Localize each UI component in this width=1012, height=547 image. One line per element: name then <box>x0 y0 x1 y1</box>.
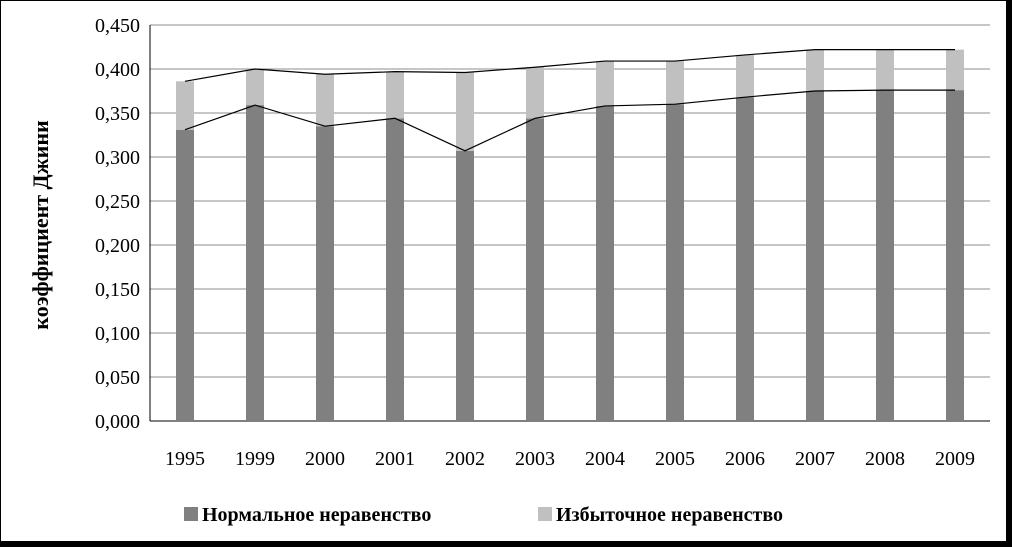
bar-normal <box>316 126 334 421</box>
bar-excess <box>246 69 264 106</box>
y-tick-label: 0,350 <box>95 103 140 125</box>
legend-label-excess: Избыточное неравенство <box>556 504 783 526</box>
grid-lines <box>149 24 990 422</box>
bar-normal <box>596 105 614 422</box>
x-tick-label: 2002 <box>445 448 485 470</box>
bar-normal <box>526 118 544 421</box>
bar-excess <box>666 61 684 105</box>
bar-excess <box>596 61 614 106</box>
x-tick-label: 2008 <box>865 448 905 470</box>
x-tick-label: 2004 <box>585 448 625 470</box>
line-total-top <box>184 49 955 82</box>
y-tick-label: 0,250 <box>95 191 140 213</box>
bar-normal <box>876 90 894 422</box>
y-tick-label: 0,000 <box>95 411 140 433</box>
x-tick-label: 2006 <box>725 448 765 470</box>
x-tick-label: 1999 <box>235 448 275 470</box>
bar-excess <box>316 74 334 127</box>
bar-normal <box>736 97 754 421</box>
y-tick-label: 0,450 <box>95 15 140 37</box>
bars <box>176 49 964 422</box>
y-tick-label: 0,150 <box>95 279 140 301</box>
legend: Нормальное неравенство Избыточное нераве… <box>184 504 783 526</box>
bar-excess <box>526 67 544 119</box>
bar-excess <box>736 54 754 98</box>
y-axis-ticks: 0,000 0,050 0,100 0,150 0,200 0,250 0,300 0,350… <box>95 15 140 433</box>
x-tick-label: 2003 <box>515 448 555 470</box>
bar-normal <box>246 105 264 421</box>
bar-normal <box>946 90 964 422</box>
bar-excess <box>456 72 474 151</box>
x-tick-label: 2005 <box>655 448 695 470</box>
bar-normal <box>386 118 404 421</box>
bar-normal <box>666 104 684 421</box>
x-tick-label: 2000 <box>305 448 345 470</box>
x-tick-label: 2007 <box>795 448 835 470</box>
bar-normal <box>176 129 194 421</box>
x-tick-label: 2001 <box>375 448 415 470</box>
x-tick-label: 1995 <box>165 448 205 470</box>
legend-label-normal: Нормальное неравенство <box>202 504 431 526</box>
y-tick-label: 0,400 <box>95 59 140 81</box>
y-tick-label: 0,200 <box>95 235 140 257</box>
bar-normal <box>456 150 474 421</box>
bar-normal <box>806 91 824 421</box>
bar-excess <box>386 71 404 119</box>
bar-excess <box>176 81 194 130</box>
bar-excess <box>806 49 824 91</box>
line-normal-top <box>184 89 955 152</box>
x-axis-ticks: 1995 1999 2000 2001 2002 2003 2004 2005 2006 2007… <box>165 448 975 470</box>
bar-excess <box>946 49 964 91</box>
y-axis-label: коэффициент Джини <box>28 120 53 330</box>
legend-swatch-excess <box>538 507 552 521</box>
y-tick-label: 0,050 <box>95 367 140 389</box>
bar-excess <box>876 49 894 91</box>
y-tick-label: 0,100 <box>95 323 140 345</box>
legend-swatch-normal <box>184 507 198 521</box>
series-lines <box>184 49 955 152</box>
x-tick-label: 2009 <box>935 448 975 470</box>
y-tick-label: 0,300 <box>95 147 140 169</box>
